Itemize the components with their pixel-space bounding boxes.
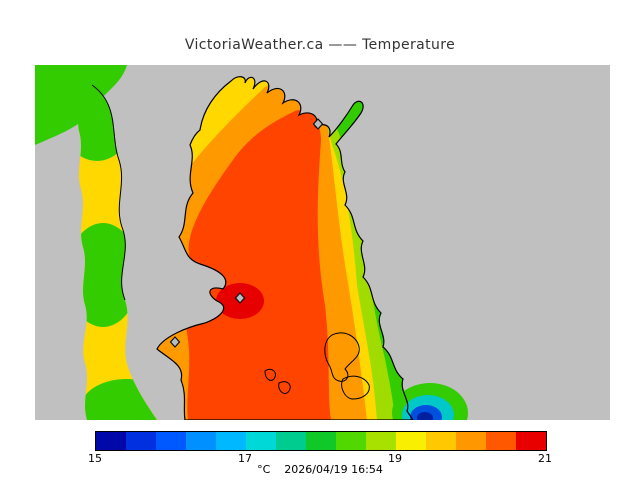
map-caption: °C 2026/04/19 16:54 (0, 463, 640, 476)
colorbar-segment (306, 432, 336, 450)
band-red-orange (186, 109, 331, 420)
unit-label: °C (257, 463, 271, 476)
colorbar-segment (426, 432, 456, 450)
colorbar-segment (486, 432, 516, 450)
colorbar-segment (96, 432, 126, 450)
colorbar-tick-15: 15 (88, 452, 102, 465)
islet-outline-1 (264, 368, 276, 381)
colorbar (95, 431, 547, 451)
colorbar-segment (516, 432, 546, 450)
colorbar-tick-19: 19 (388, 452, 402, 465)
northwest-green-patch (35, 65, 127, 145)
timestamp-label: 2026/04/19 16:54 (284, 463, 383, 476)
colorbar-segment (156, 432, 186, 450)
colorbar-tick-17: 17 (238, 452, 252, 465)
colorbar-segment (366, 432, 396, 450)
colorbar-segment (276, 432, 306, 450)
colorbar-segment (456, 432, 486, 450)
southeast-cold-spot (392, 383, 468, 420)
colorbar-segment (216, 432, 246, 450)
colorbar-segment (396, 432, 426, 450)
station-marker (169, 336, 181, 348)
island-outline-north (324, 332, 360, 382)
colorbar-segment (126, 432, 156, 450)
colorbar-tick-21: 21 (538, 452, 552, 465)
temperature-map (35, 65, 610, 420)
cold-spot-navy-core (417, 412, 433, 420)
colorbar-segment (336, 432, 366, 450)
station-marker (234, 292, 246, 304)
colorbar-segment (186, 432, 216, 450)
island-outline-south (341, 375, 370, 400)
inlet-west-shoreline (91, 84, 126, 301)
islet-outline-2 (278, 381, 291, 394)
strip-green-mid (77, 223, 139, 327)
coastline (156, 76, 414, 420)
station-marker (312, 118, 324, 130)
page-title: VictoriaWeather.ca —— Temperature (184, 37, 456, 53)
colorbar-segment (246, 432, 276, 450)
